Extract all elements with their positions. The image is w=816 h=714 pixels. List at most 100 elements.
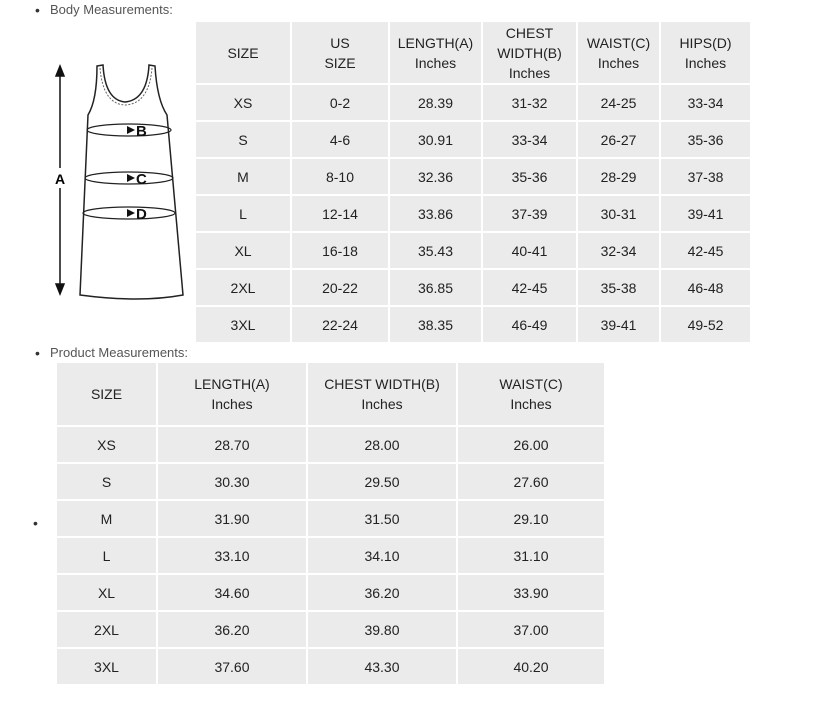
column-header: CHEST WIDTH(B) Inches (308, 363, 456, 425)
table-cell: 31.50 (308, 501, 456, 536)
table-cell: 36.20 (308, 575, 456, 610)
header-line: WIDTH(B) (497, 44, 562, 61)
header-line: US (330, 34, 350, 51)
table-cell: L (57, 538, 156, 573)
header-line: Inches (361, 396, 403, 412)
table-cell: 37-38 (661, 159, 750, 194)
column-header: LENGTH(A) Inches (158, 363, 306, 425)
table-cell: 29.50 (308, 464, 456, 499)
table-row: L 33.10 34.10 31.10 (57, 538, 604, 573)
table-cell: 28.70 (158, 427, 306, 462)
table-cell: 38.35 (390, 307, 481, 342)
column-header: HIPS(D) Inches (661, 22, 750, 83)
product-measurements-label: Product Measurements: (35, 345, 188, 361)
table-cell: 30.91 (390, 122, 481, 157)
table-row: M 8-10 32.36 35-36 28-29 37-38 (196, 159, 750, 194)
tank-dress-diagram: A B C D (54, 63, 184, 300)
header-line: CHEST (505, 24, 554, 41)
table-cell: S (196, 122, 290, 157)
table-cell: 22-24 (292, 307, 388, 342)
header-line: Inches (414, 54, 457, 71)
table-cell: M (57, 501, 156, 536)
table-cell: 43.30 (308, 649, 456, 684)
table-row: L 12-14 33.86 37-39 30-31 39-41 (196, 196, 750, 231)
column-header: LENGTH(A) Inches (390, 22, 481, 83)
label-d: D (136, 206, 147, 223)
header-line: Inches (508, 64, 551, 81)
table-cell: 12-14 (292, 196, 388, 231)
dress-outline (79, 64, 184, 300)
table-row: XL 16-18 35.43 40-41 32-34 42-45 (196, 233, 750, 268)
empty-bullet: • (33, 515, 38, 531)
table-cell: 31.90 (158, 501, 306, 536)
header-line: LENGTH(A) (397, 34, 474, 51)
table-cell: XS (57, 427, 156, 462)
table-cell: 33.86 (390, 196, 481, 231)
column-header: CHEST WIDTH(B) Inches (483, 22, 576, 83)
header-line: WAIST(C) (586, 34, 651, 51)
table-cell: 40-41 (483, 233, 576, 268)
table-cell: 30.30 (158, 464, 306, 499)
table-cell: 26-27 (578, 122, 659, 157)
header-line: Inches (597, 54, 640, 71)
header-line: SIZE (90, 386, 123, 402)
column-header: WAIST(C) Inches (458, 363, 604, 425)
chest-ring (86, 123, 172, 137)
table-cell: 33-34 (483, 122, 576, 157)
table-row: M 31.90 31.50 29.10 (57, 501, 604, 536)
header-line: CHEST WIDTH(B) (324, 376, 440, 392)
table-cell: 35.43 (390, 233, 481, 268)
column-header: SIZE (196, 22, 290, 83)
table-cell: 34.60 (158, 575, 306, 610)
table-row: 3XL 22-24 38.35 46-49 39-41 49-52 (196, 307, 750, 342)
table-cell: 37.60 (158, 649, 306, 684)
header-line: Inches (510, 396, 552, 412)
header-line: SIZE (227, 44, 259, 61)
table-cell: 3XL (57, 649, 156, 684)
table-cell: 39-41 (661, 196, 750, 231)
table-cell: 39.80 (308, 612, 456, 647)
table-cell: 27.60 (458, 464, 604, 499)
table-cell: 46-49 (483, 307, 576, 342)
table-cell: 28.00 (308, 427, 456, 462)
table-cell: 31.10 (458, 538, 604, 573)
hips-ring (82, 206, 176, 220)
header-line: WAIST(C) (499, 376, 563, 392)
body-measurements-table: SIZE US SIZE LENGTH(A) Inches CHEST WIDTH(B) In… (194, 20, 752, 344)
table-cell: 8-10 (292, 159, 388, 194)
table-cell: 49-52 (661, 307, 750, 342)
body-measurements-label: Body Measurements: (35, 2, 173, 18)
table-row: 2XL 20-22 36.85 42-45 35-38 46-48 (196, 270, 750, 305)
table-cell: 35-36 (483, 159, 576, 194)
header-row: SIZE US SIZE LENGTH(A) Inches CHEST WIDTH(B) In… (196, 22, 750, 83)
table-cell: S (57, 464, 156, 499)
label-b: B (136, 123, 147, 140)
label-a: A (55, 171, 65, 187)
table-cell: 2XL (57, 612, 156, 647)
header-row: SIZE LENGTH(A) Inches CHEST WIDTH(B) Inches W… (57, 363, 604, 425)
table-cell: 35-36 (661, 122, 750, 157)
length-arrow (54, 63, 66, 297)
table-cell: 36.20 (158, 612, 306, 647)
table-cell: 0-2 (292, 85, 388, 120)
table-cell: 34.10 (308, 538, 456, 573)
column-header: SIZE (57, 363, 156, 425)
header-line: LENGTH(A) (194, 376, 270, 392)
table-cell: 2XL (196, 270, 290, 305)
table-cell: 24-25 (578, 85, 659, 120)
table-cell: 39-41 (578, 307, 659, 342)
table-cell: XS (196, 85, 290, 120)
table-cell: 20-22 (292, 270, 388, 305)
header-line: Inches (211, 396, 253, 412)
table-cell: L (196, 196, 290, 231)
table-cell: 30-31 (578, 196, 659, 231)
header-line: HIPS(D) (679, 34, 732, 51)
table-row: S 4-6 30.91 33-34 26-27 35-36 (196, 122, 750, 157)
table-cell: 33.90 (458, 575, 604, 610)
table-cell: 4-6 (292, 122, 388, 157)
table-cell: 3XL (196, 307, 290, 342)
table-cell: 32.36 (390, 159, 481, 194)
table-cell: 29.10 (458, 501, 604, 536)
table-cell: 36.85 (390, 270, 481, 305)
table-cell: 28-29 (578, 159, 659, 194)
